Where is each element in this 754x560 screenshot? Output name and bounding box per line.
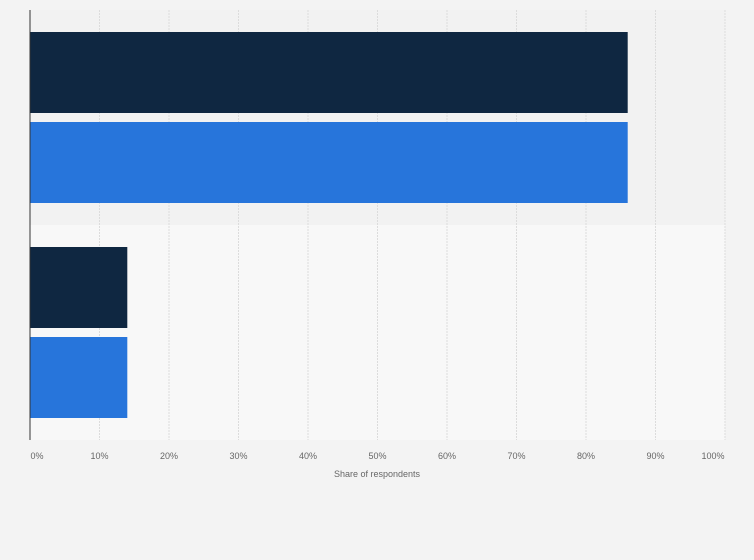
- x-tick-label: 60%: [438, 451, 456, 461]
- x-tick-label: 90%: [646, 451, 664, 461]
- bar-series1-group2[interactable]: [30, 247, 128, 328]
- x-tick-label: 70%: [507, 451, 525, 461]
- x-tick-label: 80%: [577, 451, 595, 461]
- x-tick-label: 30%: [229, 451, 247, 461]
- x-tick-label: 100%: [701, 451, 724, 461]
- x-axis-title: Share of respondents: [334, 469, 421, 479]
- x-tick-label: 50%: [368, 451, 386, 461]
- x-tick-label: 40%: [299, 451, 317, 461]
- x-tick-label: 10%: [90, 451, 108, 461]
- x-tick-label: 0%: [30, 451, 43, 461]
- bar-series2-group2[interactable]: [30, 337, 128, 418]
- bar-series2-group1[interactable]: [30, 122, 628, 203]
- x-tick-label: 20%: [160, 451, 178, 461]
- bar-series1-group1[interactable]: [30, 32, 628, 113]
